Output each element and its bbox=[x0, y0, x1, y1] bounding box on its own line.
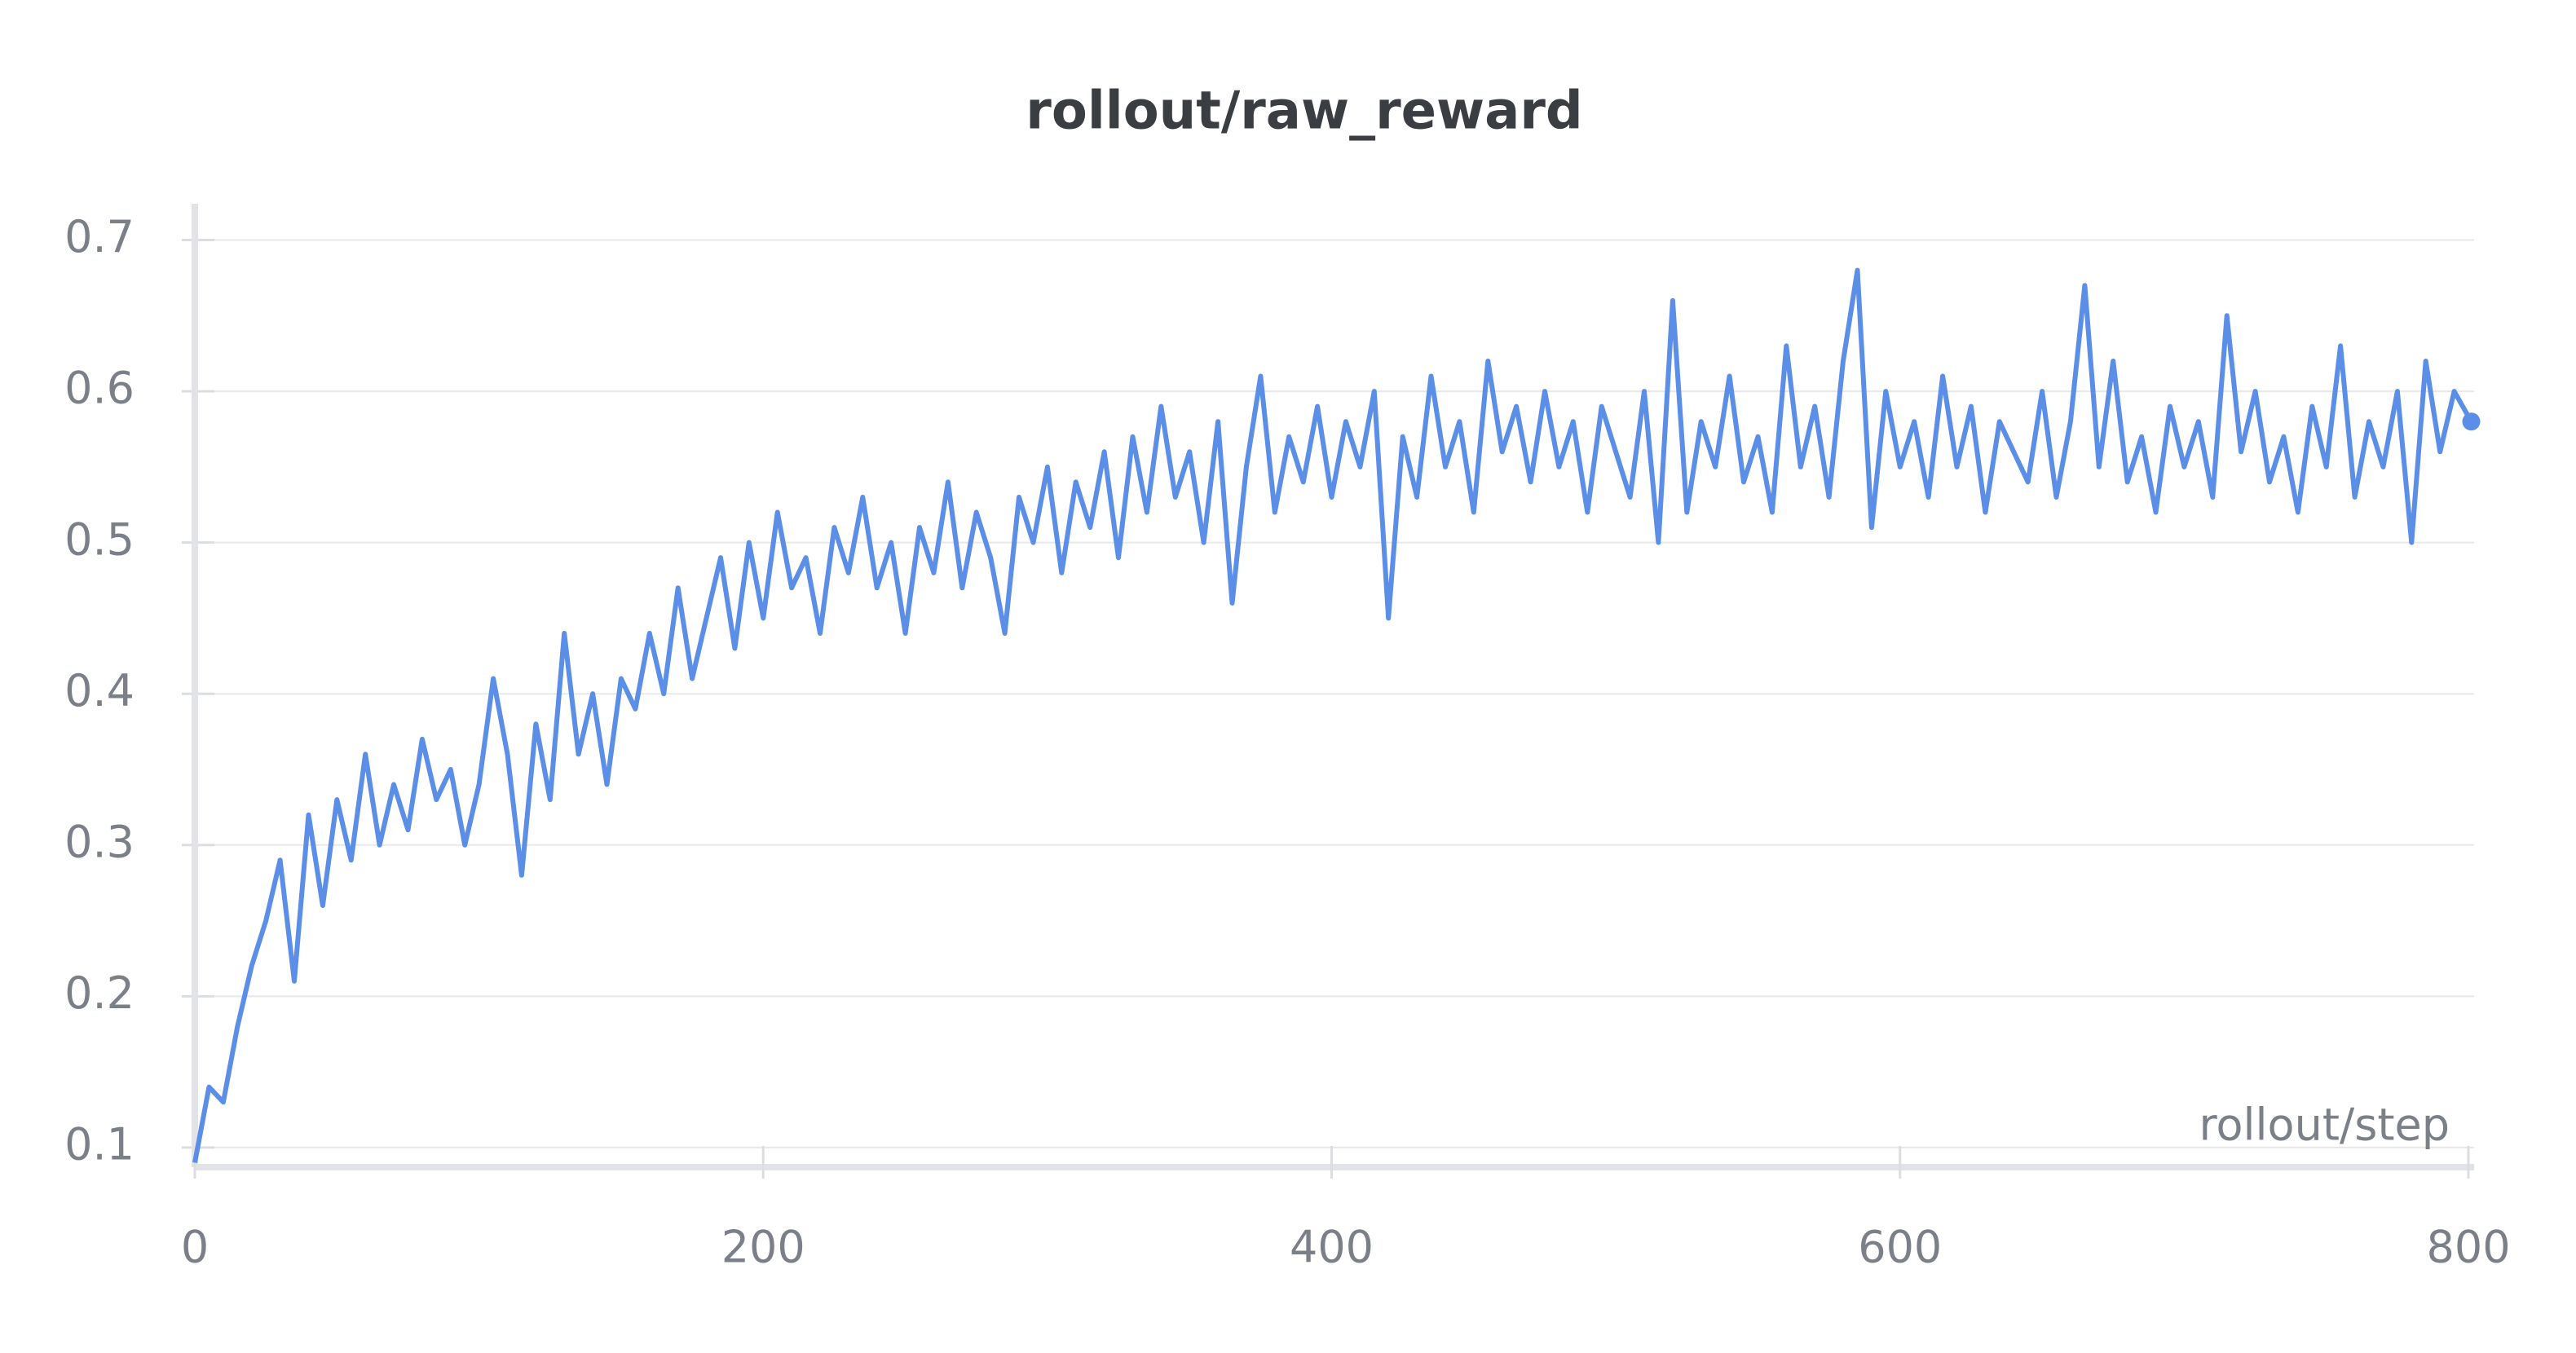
chart-title: rollout/raw_reward bbox=[1026, 82, 1582, 142]
y-tick-label: 0.6 bbox=[64, 363, 135, 414]
x-tick-label: 600 bbox=[1858, 1222, 1942, 1273]
y-tick-label: 0.1 bbox=[64, 1119, 135, 1170]
x-tick-label: 0 bbox=[181, 1222, 209, 1273]
line bbox=[192, 267, 2474, 1163]
end-point bbox=[2462, 412, 2481, 431]
y-tick-label: 0.4 bbox=[64, 665, 135, 716]
y-tick-label: 0.7 bbox=[64, 211, 135, 262]
x-tick-label: 800 bbox=[2426, 1222, 2510, 1273]
x-tick-label: 400 bbox=[1290, 1222, 1374, 1273]
x-axis-label: rollout/step bbox=[2199, 1100, 2450, 1151]
y-tick-label: 0.3 bbox=[64, 816, 135, 867]
y-tick-label: 0.2 bbox=[64, 967, 135, 1019]
x-tick-label: 200 bbox=[721, 1222, 805, 1273]
y-tick-label: 0.5 bbox=[64, 513, 135, 565]
